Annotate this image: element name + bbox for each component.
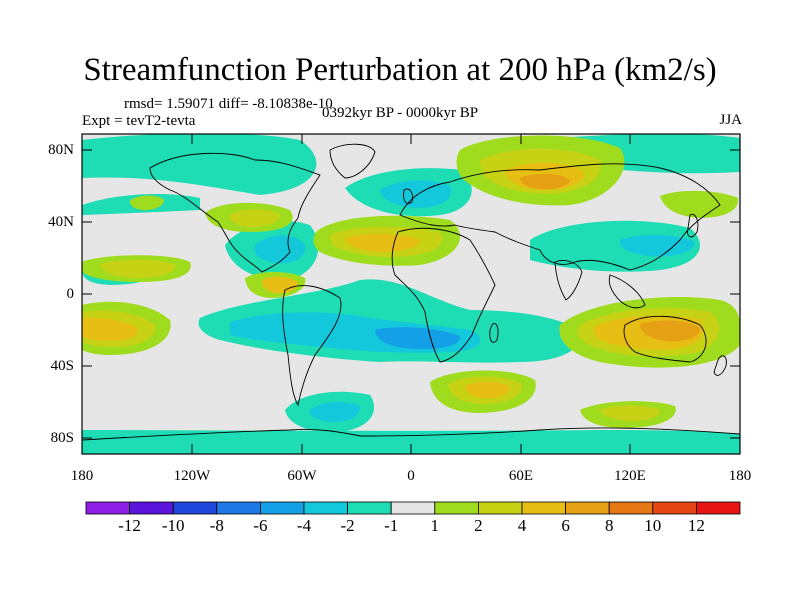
colorbar-label: -10 <box>161 516 185 535</box>
lat-label-40s: 40S <box>50 358 74 374</box>
stats-text: rmsd= 1.59071 diff= -8.10838e-10 <box>124 96 333 112</box>
pos-blob-north-pacific-west-core <box>100 259 176 278</box>
neg-blob-south-pacific-core <box>309 401 361 423</box>
colorbar-swatch <box>652 501 697 515</box>
axis-ticks <box>82 134 740 454</box>
pos-blob-australia-inner <box>640 320 700 342</box>
lon-label-120e: 120E <box>614 468 646 484</box>
neg-blob-atlantic-north-core <box>380 180 451 208</box>
colorbar-label: 12 <box>687 516 705 535</box>
colorbar-label: 2 <box>474 516 483 535</box>
neg-blob-north-america-core <box>254 235 306 264</box>
colorbar-swatch <box>565 501 610 515</box>
coast-africa <box>391 227 496 363</box>
colorbar <box>85 501 741 515</box>
colorbar-label: -2 <box>340 516 355 535</box>
colorbar-swatch <box>259 501 305 515</box>
pos-blob-west-atlantic-core <box>229 209 280 228</box>
coast-india <box>554 260 583 301</box>
colorbar-label: -1 <box>384 516 399 535</box>
colorbar-swatch <box>390 501 436 515</box>
neg-blob-asia-core <box>619 234 695 257</box>
colorbar-label: 6 <box>561 516 570 535</box>
coast-europe-asia <box>399 163 721 271</box>
neg-blob-antarctic <box>82 430 740 454</box>
colorbar-swatch <box>216 501 261 515</box>
pos-blob-south-pacific-east-core <box>600 405 660 422</box>
colorbar-swatch <box>608 501 654 515</box>
colorbar-swatch <box>347 501 392 515</box>
colorbar-swatch <box>172 501 218 515</box>
lon-label-180e: 180 <box>728 468 752 484</box>
colorbar-label: 1 <box>430 516 440 535</box>
coast-north-america <box>149 152 321 273</box>
plot-title: Streamfunction Perturbation at 200 hPa (… <box>83 52 717 88</box>
neg-blob-arctic-west <box>82 134 317 195</box>
lon-label-180w: 180 <box>70 468 94 484</box>
coast-southeast-asia <box>608 274 646 309</box>
colorbar-swatch <box>85 501 130 515</box>
lat-label-40n: 40N <box>48 214 74 230</box>
lat-label-80s: 80S <box>50 430 74 446</box>
colorbar-swatch <box>129 501 174 515</box>
lon-label-0: 0 <box>407 468 415 484</box>
positive-anomaly-regions <box>82 135 740 428</box>
colorbar-label: -4 <box>296 516 312 535</box>
lon-label-60e: 60E <box>508 468 534 484</box>
lat-label-eq: 0 <box>66 286 75 302</box>
colorbar-label: -6 <box>253 516 268 535</box>
colorbar-swatch <box>303 501 348 515</box>
colorbar-label: -8 <box>209 516 224 535</box>
experiment-text: Expt = tevT2-tevta <box>82 113 196 129</box>
coastlines <box>82 143 740 441</box>
colorbar-swatch <box>477 501 523 515</box>
pos-blob-south-pacific-west-core <box>82 317 139 342</box>
coast-japan <box>687 213 699 238</box>
lon-label-60w: 60W <box>287 468 317 484</box>
pos-blob-indian-south-inner <box>465 381 510 399</box>
coast-new-zealand <box>713 355 727 376</box>
pos-blob-caribbean-core <box>261 276 298 294</box>
coast-madagascar <box>489 323 499 343</box>
pos-blob-eurasia-inner <box>520 173 570 190</box>
colorbar-label: -12 <box>118 516 141 535</box>
period-text: 0392kyr BP - 0000kyr BP <box>322 105 479 121</box>
colorbar-label: 8 <box>604 516 614 535</box>
coast-uk <box>403 188 413 204</box>
season-text: JJA <box>719 112 742 128</box>
coast-greenland <box>329 143 376 179</box>
coast-south-america <box>282 285 342 407</box>
pos-blob-north-pacific-east <box>660 190 739 218</box>
pos-blob-north-atlantic-east-core <box>345 233 420 252</box>
colorbar-swatch <box>434 501 479 515</box>
coast-antarctica <box>82 427 740 441</box>
colorbar-label: 4 <box>517 516 527 535</box>
neg-blob-asia <box>530 220 700 272</box>
colorbar-swatch <box>696 501 741 515</box>
colorbar-label: 10 <box>644 516 662 535</box>
colorbar-swatch <box>521 501 566 515</box>
contour-fields <box>82 134 740 454</box>
coast-australia <box>623 315 707 363</box>
pos-blob-pacific-small <box>129 195 164 211</box>
neg-blob-southern-band-inner <box>375 327 461 350</box>
lon-label-120w: 120W <box>173 468 211 484</box>
lat-label-80n: 80N <box>48 142 74 158</box>
